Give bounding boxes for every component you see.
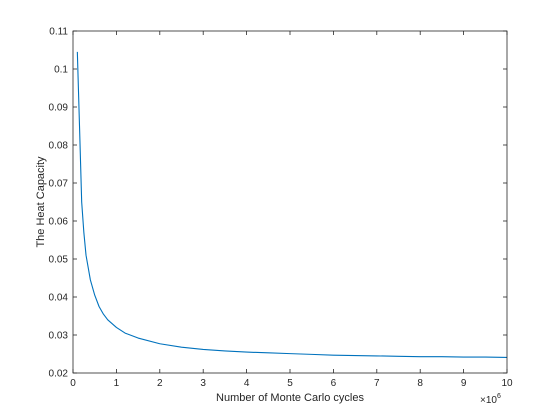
x-tick-label: 10 <box>501 378 513 389</box>
y-tick-label: 0.06 <box>49 217 69 228</box>
x-exponent-label: ×10 6 <box>480 393 501 406</box>
x-exponent-power: 6 <box>497 393 501 400</box>
y-tick-label: 0.09 <box>49 103 69 114</box>
axes-box <box>72 30 508 374</box>
line-layer <box>76 51 508 358</box>
x-tick-label: 8 <box>417 378 423 389</box>
x-tick-label: 1 <box>114 378 120 389</box>
y-tick-label: 0.11 <box>49 27 68 38</box>
x-tick-label: 7 <box>374 378 380 389</box>
x-axis-label: Number of Monte Carlo cycles <box>216 392 364 404</box>
y-tick-label: 0.08 <box>49 141 69 152</box>
x-tick-label: 0 <box>70 378 76 389</box>
y-axis-label: The Heat Capacity <box>35 156 47 248</box>
y-tick-label: 0.04 <box>49 293 69 304</box>
ticks-layer: 0 1 2 3 4 5 6 7 8 9 10 0.02 0.03 0.04 0.05 0.06 0.07 0.08… <box>49 27 513 390</box>
x-tick-label: 4 <box>244 378 250 389</box>
y-tick-label: 0.03 <box>49 331 69 342</box>
heat-capacity-series-line <box>76 51 508 358</box>
y-tick-label: 0.1 <box>54 65 68 76</box>
x-exponent-base: ×10 <box>480 395 497 406</box>
y-tick-label: 0.02 <box>49 369 69 380</box>
y-tick-label: 0.05 <box>49 255 69 266</box>
x-tick-label: 2 <box>157 378 163 389</box>
x-tick-label: 6 <box>331 378 337 389</box>
y-tick-label: 0.07 <box>49 179 69 190</box>
x-tick-label: 9 <box>461 378 467 389</box>
x-tick-label: 5 <box>287 378 293 389</box>
x-tick-label: 3 <box>200 378 206 389</box>
